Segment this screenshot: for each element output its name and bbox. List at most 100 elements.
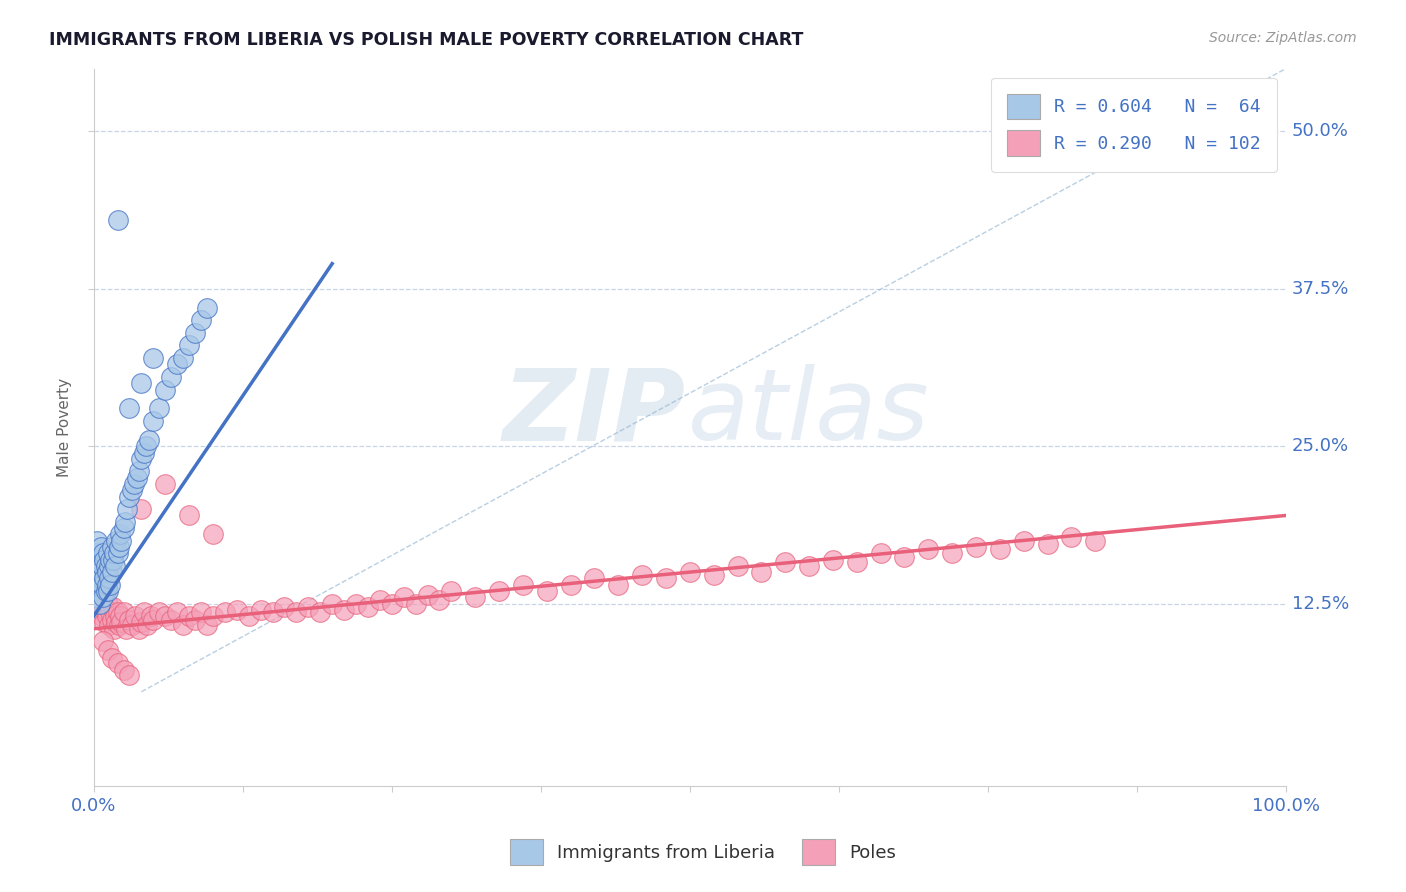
Point <box>121 483 143 498</box>
Point <box>87 552 110 566</box>
Text: atlas: atlas <box>689 365 929 461</box>
Point <box>90 571 112 585</box>
Point <box>96 577 118 591</box>
Point <box>893 549 915 564</box>
Point <box>100 606 122 620</box>
Point <box>440 584 463 599</box>
Point <box>110 615 132 630</box>
Point <box>560 577 582 591</box>
Point <box>166 358 188 372</box>
Point <box>107 618 129 632</box>
Point <box>155 609 177 624</box>
Point <box>1036 537 1059 551</box>
Text: IMMIGRANTS FROM LIBERIA VS POLISH MALE POVERTY CORRELATION CHART: IMMIGRANTS FROM LIBERIA VS POLISH MALE P… <box>49 31 804 49</box>
Point <box>139 609 162 624</box>
Point <box>110 533 132 548</box>
Point <box>107 546 129 560</box>
Point <box>98 571 121 585</box>
Point <box>103 546 125 560</box>
Point <box>105 533 128 548</box>
Point <box>94 558 117 573</box>
Text: Source: ZipAtlas.com: Source: ZipAtlas.com <box>1209 31 1357 45</box>
Point <box>87 577 110 591</box>
Point <box>262 606 284 620</box>
Point <box>965 540 987 554</box>
Point <box>91 591 114 605</box>
Point <box>142 351 165 365</box>
Point <box>190 313 212 327</box>
Point <box>97 546 120 560</box>
Point <box>112 606 135 620</box>
Point <box>166 606 188 620</box>
Point <box>100 552 122 566</box>
Point <box>107 212 129 227</box>
Legend: Immigrants from Liberia, Poles: Immigrants from Liberia, Poles <box>501 830 905 874</box>
Point <box>125 471 148 485</box>
Point <box>94 584 117 599</box>
Text: 12.5%: 12.5% <box>1292 595 1350 613</box>
Point <box>184 613 207 627</box>
Point <box>405 597 427 611</box>
Point <box>155 477 177 491</box>
Point <box>155 383 177 397</box>
Point <box>512 577 534 591</box>
Point <box>177 338 200 352</box>
Point <box>90 540 112 554</box>
Point <box>917 542 939 557</box>
Point <box>100 577 122 591</box>
Point <box>941 546 963 560</box>
Point <box>108 527 131 541</box>
Point <box>86 558 108 573</box>
Point <box>160 370 183 384</box>
Point <box>98 558 121 573</box>
Point <box>118 490 141 504</box>
Point <box>114 515 136 529</box>
Point <box>100 650 122 665</box>
Point <box>89 603 111 617</box>
Point <box>86 533 108 548</box>
Point <box>607 577 630 591</box>
Point <box>273 600 295 615</box>
Point <box>91 546 114 560</box>
Point <box>321 597 343 611</box>
Point <box>1084 533 1107 548</box>
Point <box>89 565 111 579</box>
Point <box>131 376 153 391</box>
Point <box>98 618 121 632</box>
Point <box>821 552 844 566</box>
Point <box>118 668 141 682</box>
Legend: R = 0.604   N =  64, R = 0.290   N = 102: R = 0.604 N = 64, R = 0.290 N = 102 <box>991 78 1277 172</box>
Point <box>160 613 183 627</box>
Point <box>142 613 165 627</box>
Point <box>131 502 153 516</box>
Point <box>101 600 124 615</box>
Point <box>333 603 356 617</box>
Point <box>488 584 510 599</box>
Point <box>583 571 606 585</box>
Point <box>184 326 207 340</box>
Point <box>773 555 796 569</box>
Point <box>107 606 129 620</box>
Point <box>177 508 200 523</box>
Y-axis label: Male Poverty: Male Poverty <box>58 378 72 477</box>
Point <box>100 565 122 579</box>
Text: 50.0%: 50.0% <box>1292 122 1348 140</box>
Point <box>135 439 157 453</box>
Point <box>93 571 115 585</box>
Point <box>357 600 380 615</box>
Point <box>392 591 415 605</box>
Point <box>142 414 165 428</box>
Point <box>136 618 159 632</box>
Point <box>285 606 308 620</box>
Point <box>104 558 127 573</box>
Point <box>93 552 115 566</box>
Point <box>115 622 138 636</box>
Point <box>429 592 451 607</box>
Point <box>148 606 170 620</box>
Point <box>869 546 891 560</box>
Point <box>416 588 439 602</box>
Point <box>97 597 120 611</box>
Point <box>112 663 135 677</box>
Point <box>309 606 332 620</box>
Point <box>84 546 107 560</box>
